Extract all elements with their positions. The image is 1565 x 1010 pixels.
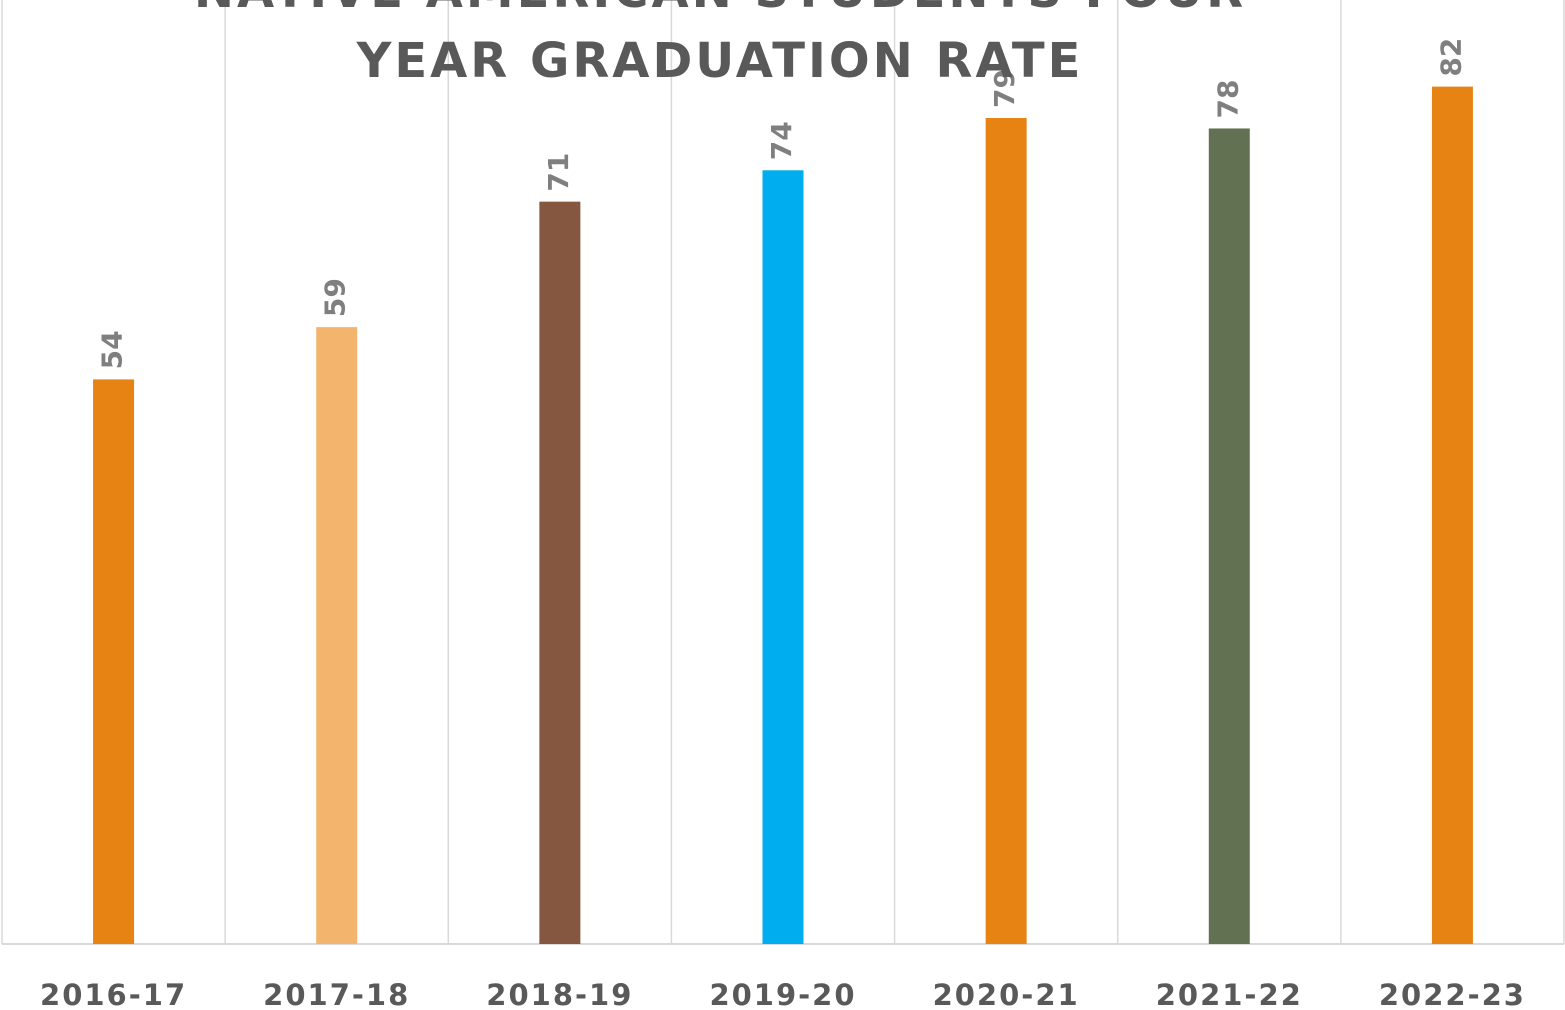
data-label: 79 [988,69,1021,108]
x-tick-label: 2019-20 [709,978,856,1010]
bar [316,327,358,945]
bar [539,201,581,945]
x-tick-label: 2020-21 [933,978,1080,1010]
chart-title: NATIVE AMERICAN STUDENTS FOUR YEAR GRADU… [194,0,1243,89]
bar [1431,86,1473,944]
bar [762,170,804,945]
data-label: 71 [542,153,575,192]
bar [1208,128,1250,944]
bar [93,379,135,944]
data-label: 54 [96,330,129,369]
data-label: 74 [765,121,798,160]
bar [985,118,1027,944]
x-tick-label: 2018-19 [486,978,633,1010]
x-tick-label: 2016-17 [40,978,187,1010]
x-tick-label: 2022-23 [1379,978,1526,1010]
x-tick-label: 2017-18 [263,978,410,1010]
x-tick-label: 2021-22 [1156,978,1303,1010]
data-label: 59 [319,278,352,317]
data-label: 78 [1211,79,1244,118]
data-label: 82 [1434,38,1467,77]
